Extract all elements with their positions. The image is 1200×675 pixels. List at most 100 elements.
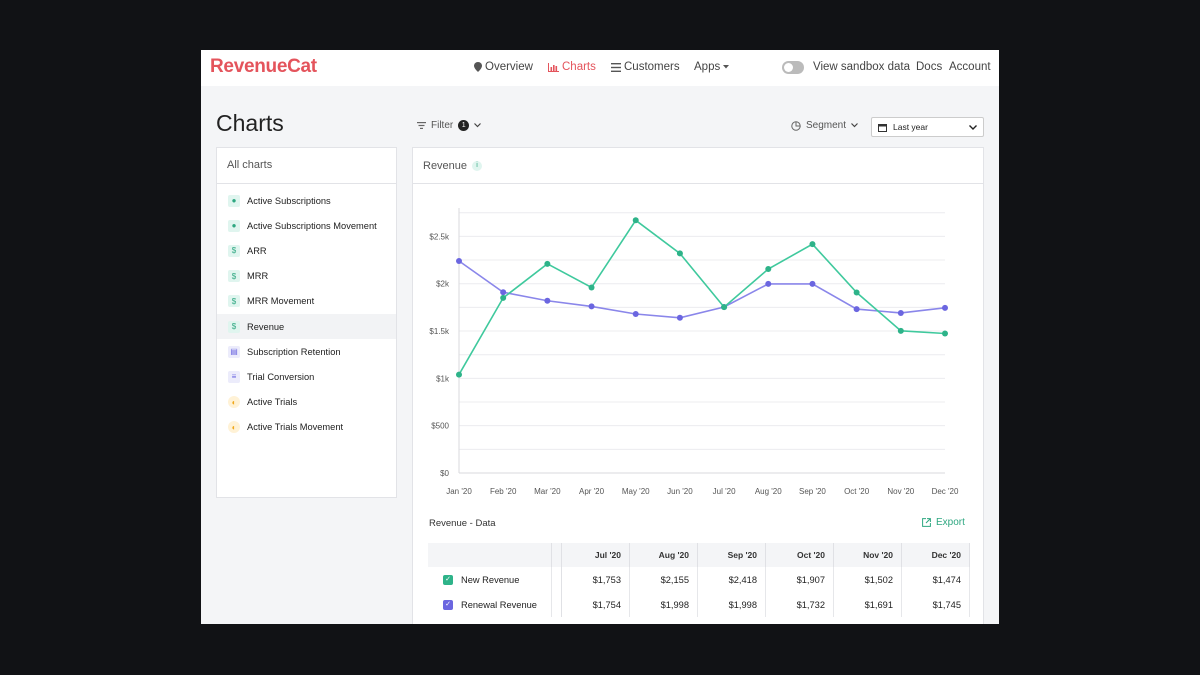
sidebar-item[interactable]: ≡ Trial Conversion [217, 364, 396, 389]
sidebar-item[interactable]: $ ARR [217, 238, 396, 263]
sidebar-item[interactable]: $ Revenue [217, 313, 396, 340]
funnel-icon: ≡ [228, 370, 240, 383]
renewal-revenue-point [544, 297, 551, 304]
sidebar-item-label: Active Trials Movement [247, 422, 344, 433]
nav-charts-label: Charts [562, 61, 596, 73]
series-checkbox[interactable]: ✓ [443, 599, 453, 610]
sidebar-item-label: Active Subscriptions Movement [247, 220, 377, 231]
new-revenue-point [853, 289, 860, 296]
header-name-cell [428, 543, 553, 567]
sidebar-item-label: ARR [247, 245, 267, 256]
column-header[interactable]: Nov '20 [834, 543, 902, 567]
table-cell: $1,732 [766, 592, 834, 617]
y-tick-label: $1k [436, 374, 450, 383]
sidebar-item-label: Subscription Retention [247, 346, 341, 357]
new-revenue-point [676, 250, 683, 257]
row-label: Renewal Revenue [461, 599, 537, 610]
table-cell: $1,474 [902, 567, 970, 592]
renewal-revenue-point [500, 289, 507, 296]
sidebar-item[interactable]: ◐ Active Trials Movement [217, 415, 396, 440]
nav-customers-label: Customers [624, 61, 680, 73]
nav-docs[interactable]: Docs [916, 61, 943, 73]
new-revenue-point [721, 304, 728, 311]
list-icon [611, 62, 621, 72]
renewal-revenue-point [853, 306, 860, 313]
nav-charts[interactable]: Charts [548, 61, 596, 73]
x-tick-label: Oct '20 [844, 487, 870, 496]
panel-header: Revenue i [413, 148, 983, 184]
new-revenue-point [632, 217, 639, 224]
sidebar-item[interactable]: $ MRR [217, 264, 396, 289]
sidebar-item[interactable]: ▤ Subscription Retention [217, 339, 396, 364]
sandbox-label[interactable]: View sandbox data [813, 61, 910, 73]
x-tick-label: Jun '20 [667, 487, 693, 496]
row-gap [552, 567, 562, 592]
filter-icon [417, 122, 426, 129]
row-name-cell: ✓ New Revenue [428, 567, 553, 592]
location-pin-icon [474, 62, 482, 72]
renewal-revenue-point [456, 258, 462, 264]
chevron-down-icon [851, 123, 858, 128]
export-button[interactable]: Export [922, 517, 965, 528]
y-tick-label: $0 [440, 469, 449, 478]
nav-account[interactable]: Account [949, 61, 991, 73]
column-header[interactable]: Dec '20 [902, 543, 970, 567]
revenue-chart-panel: Revenue i $0 $500 $1k $1.5k $2k $2.5k Jan '20 F… [412, 147, 984, 624]
nav-overview[interactable]: Overview [474, 61, 533, 73]
filter-dropdown[interactable]: Filter 1 [417, 120, 482, 131]
sidebar-item[interactable]: $ MRR Movement [217, 289, 396, 314]
column-header[interactable]: Jul '20 [562, 543, 630, 567]
sandbox-toggle[interactable] [782, 61, 804, 74]
info-icon[interactable]: i [472, 160, 483, 171]
y-tick-label: $2k [436, 280, 450, 289]
top-navbar: RevenueCat Overview Charts Customers App… [201, 50, 999, 86]
nav-customers[interactable]: Customers [611, 61, 680, 73]
revenue-data-table: Jul '20 Aug '20 Sep '20 Oct '20 Nov '20 Dec '… [428, 543, 970, 617]
column-header[interactable]: Aug '20 [630, 543, 698, 567]
sidebar-header: All charts [217, 148, 396, 184]
new-revenue-point [588, 284, 595, 291]
user-icon: ● [228, 219, 240, 232]
sidebar-item[interactable]: ◐ Active Trials [217, 390, 396, 415]
segment-dropdown[interactable]: Segment [791, 120, 858, 131]
sidebar-item-label: Revenue [247, 321, 285, 332]
calendar-icon [878, 123, 887, 132]
chevron-down-icon [969, 124, 977, 130]
data-table-title: Revenue - Data [429, 518, 496, 529]
row-name-cell: ✓ Renewal Revenue [428, 592, 553, 617]
app-window: RevenueCat Overview Charts Customers App… [201, 50, 999, 624]
caret-down-icon [723, 65, 730, 69]
x-tick-label: Feb '20 [490, 487, 517, 496]
date-range-label: Last year [893, 122, 928, 132]
bar-chart-icon [548, 62, 559, 72]
row-gap [552, 592, 562, 617]
column-header[interactable]: Sep '20 [698, 543, 766, 567]
sidebar-item-label: MRR [247, 271, 269, 282]
table-cell: $1,502 [834, 567, 902, 592]
table-cell: $2,155 [630, 567, 698, 592]
nav-apps-dropdown[interactable]: Apps [694, 61, 730, 73]
page-title: Charts [216, 110, 284, 136]
revenuecat-logo[interactable]: RevenueCat [210, 56, 317, 77]
header-gap [552, 543, 562, 567]
renewal-revenue-point [588, 303, 595, 310]
segment-pie-icon [791, 120, 801, 131]
nav-overview-label: Overview [485, 61, 533, 73]
date-range-select[interactable]: Last year [871, 117, 984, 137]
chevron-down-icon [474, 123, 482, 128]
new-revenue-line [458, 219, 946, 375]
column-header[interactable]: Oct '20 [766, 543, 834, 567]
sidebar-item[interactable]: ● Active Subscriptions Movement [217, 213, 396, 238]
sidebar-item[interactable]: ● Active Subscriptions [217, 188, 396, 213]
segment-label: Segment [806, 120, 847, 131]
renewal-revenue-line [458, 260, 946, 319]
table-cell: $1,691 [834, 592, 902, 617]
table-header: Jul '20 Aug '20 Sep '20 Oct '20 Nov '20 Dec '… [428, 543, 970, 567]
table-cell: $1,998 [698, 592, 766, 617]
export-label: Export [936, 517, 965, 528]
table-cell: $2,418 [698, 567, 766, 592]
new-revenue-point [942, 330, 948, 337]
x-tick-label: Nov '20 [887, 487, 914, 496]
y-tick-label: $2.5k [429, 232, 450, 241]
series-checkbox[interactable]: ✓ [443, 574, 453, 585]
